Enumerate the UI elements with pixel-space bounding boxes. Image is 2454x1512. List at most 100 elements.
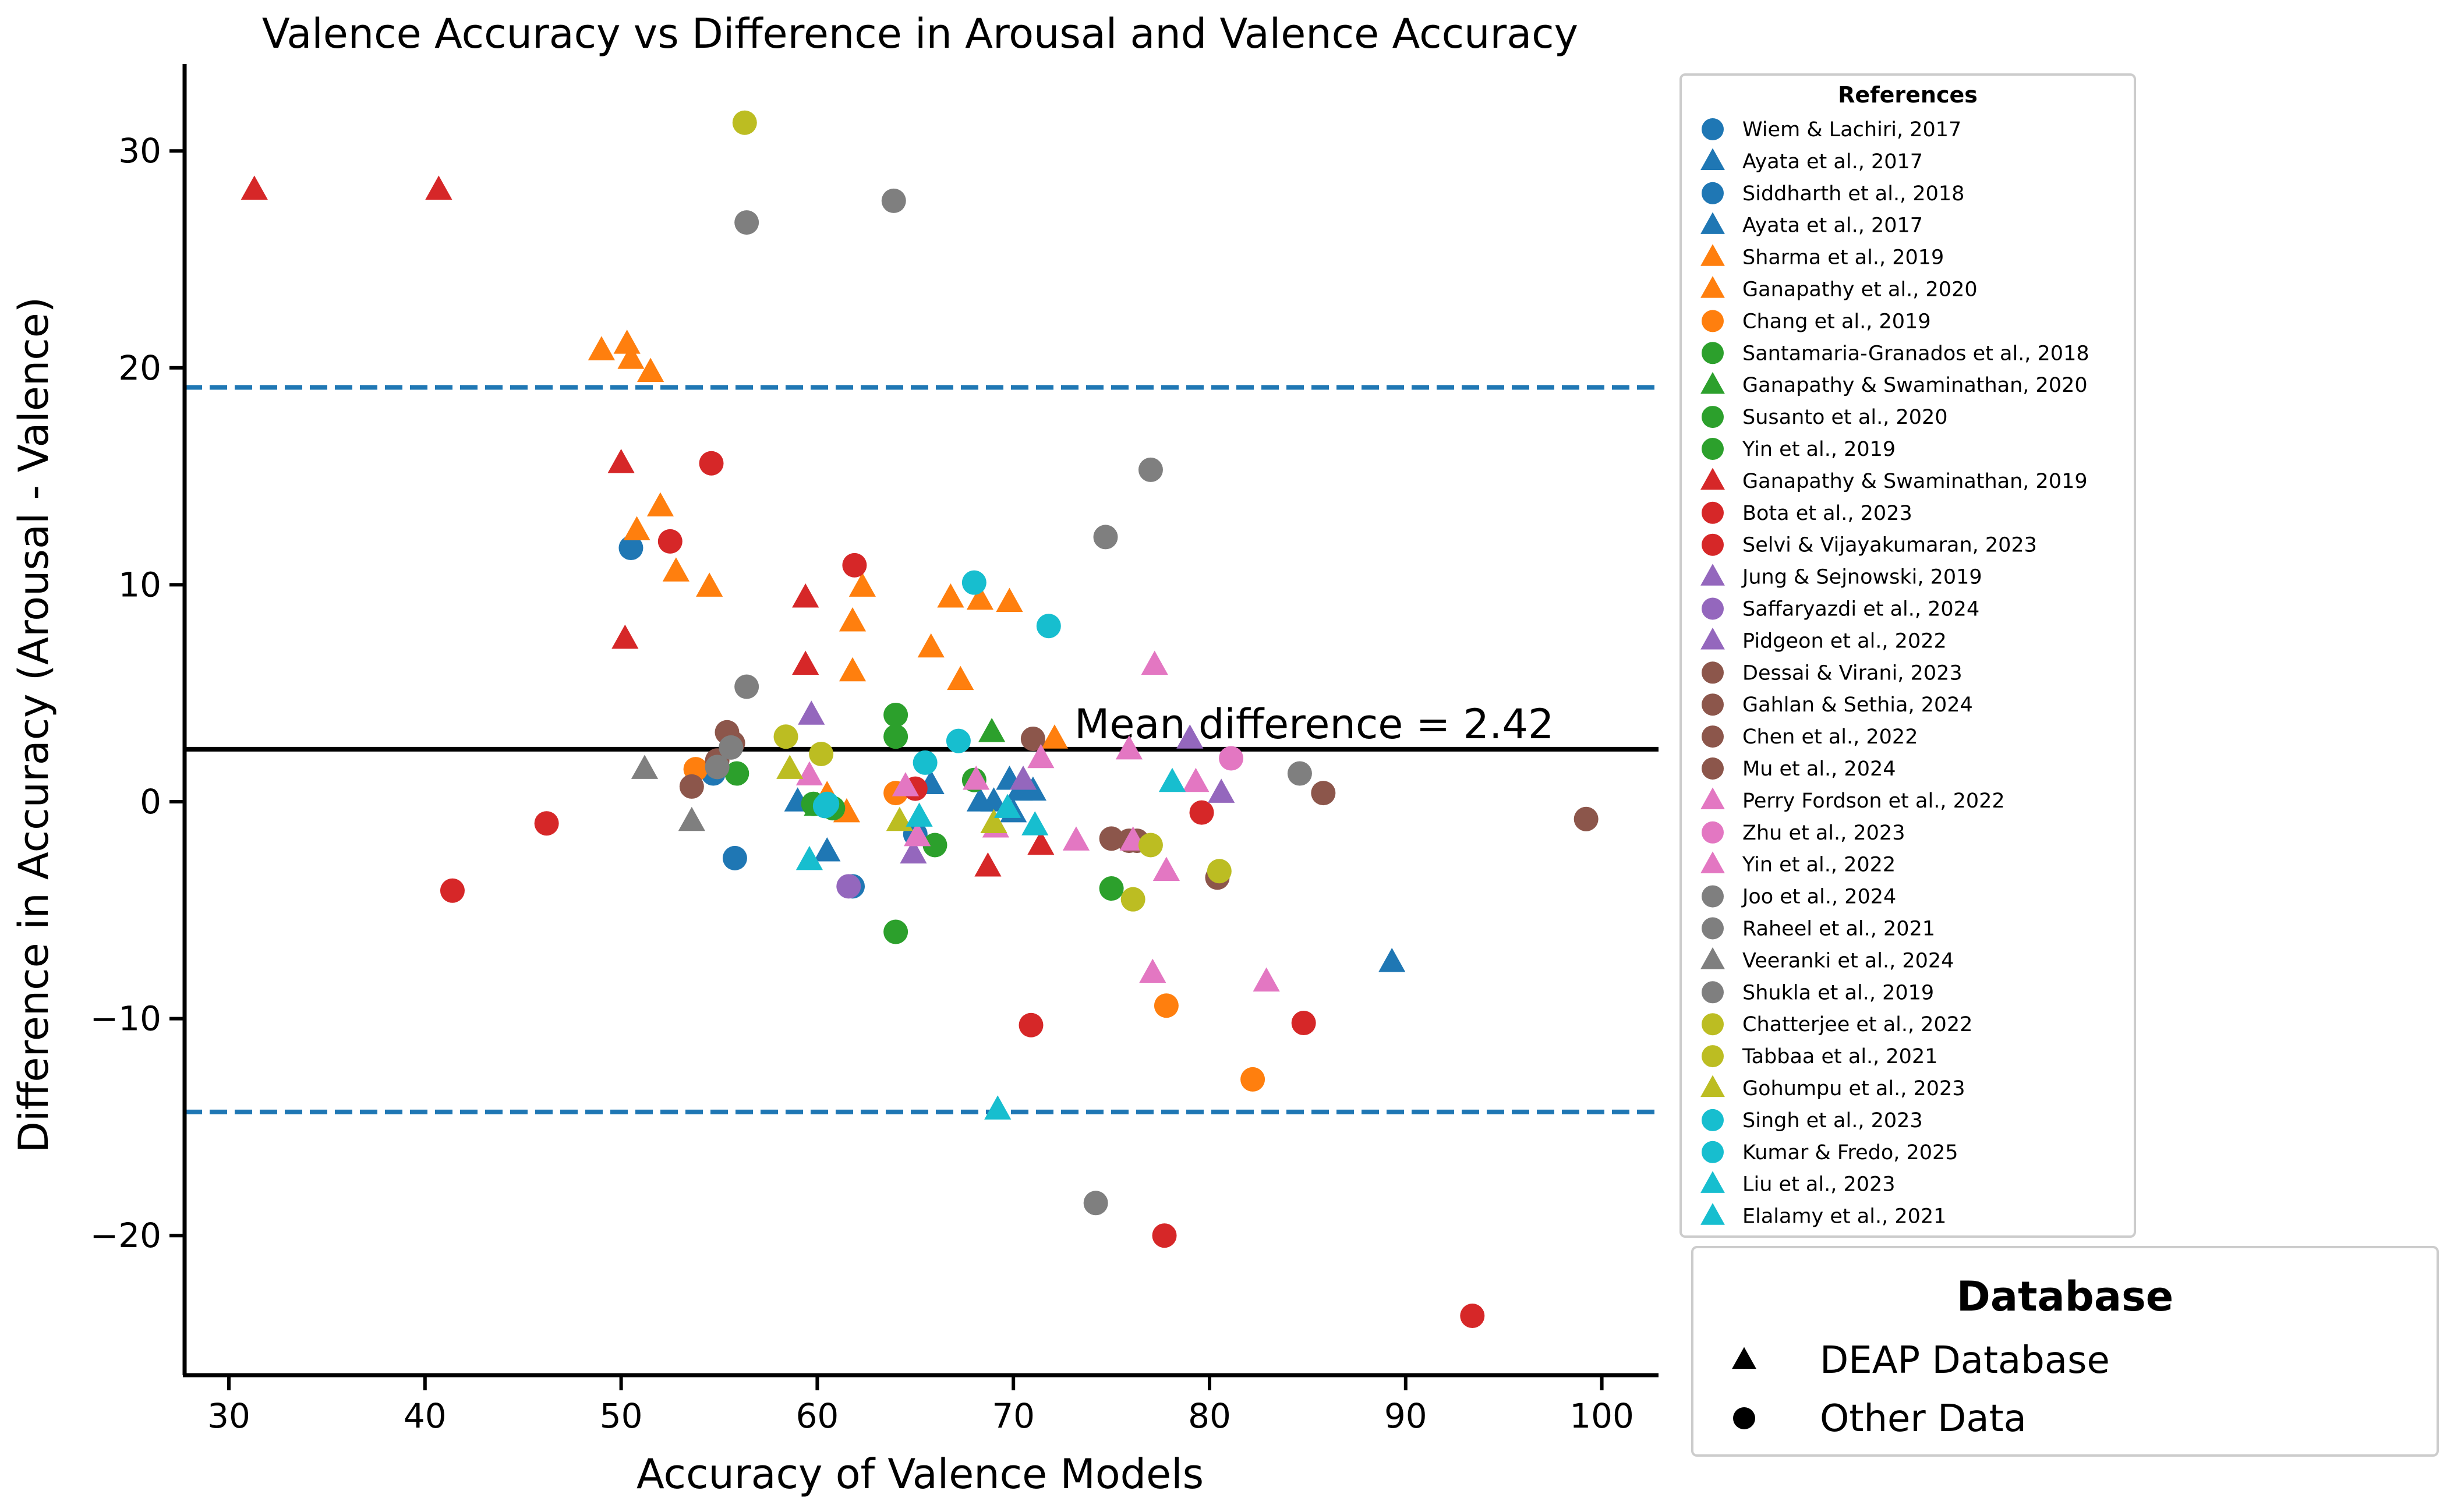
- legend-entry-label: Chatterjee et al., 2022: [1742, 1013, 1972, 1036]
- data-point: [732, 110, 757, 135]
- legend-marker: [1702, 661, 1724, 684]
- data-point: [1154, 993, 1179, 1018]
- legend-marker: [1702, 310, 1724, 332]
- data-point: [913, 750, 938, 775]
- data-point: [1189, 800, 1214, 825]
- legend-marker: [1702, 1141, 1724, 1163]
- data-point: [1027, 830, 1055, 855]
- data-point: [1460, 1304, 1485, 1329]
- legend-marker: [1702, 757, 1724, 780]
- legend-marker: [1702, 1013, 1724, 1036]
- data-point: [900, 839, 927, 864]
- data-point: [795, 761, 823, 786]
- data-point: [657, 529, 683, 554]
- y-tick-label: −10: [90, 999, 161, 1039]
- database-legend-title: Database: [1957, 1273, 2174, 1320]
- legend-entry-label: Zhu et al., 2023: [1742, 821, 1905, 845]
- x-tick-label: 90: [1384, 1396, 1427, 1436]
- legend-marker: [1702, 533, 1724, 556]
- data-point: [883, 919, 908, 944]
- data-point: [839, 607, 867, 632]
- y-tick-label: −20: [90, 1216, 161, 1255]
- data-point: [440, 878, 465, 903]
- legend-entry-label: Perry Fordson et al., 2022: [1742, 789, 2005, 813]
- data-point: [886, 806, 913, 831]
- legend-entry-label: Ganapathy et al., 2020: [1742, 278, 1978, 302]
- data-point: [946, 728, 971, 753]
- legend-entry-label: Shukla et al., 2019: [1742, 981, 1934, 1004]
- legend-marker: [1700, 1075, 1725, 1097]
- data-point: [1378, 947, 1406, 972]
- database-legend-frame: [1691, 1246, 2439, 1457]
- data-point: [980, 787, 1007, 812]
- data-point: [881, 188, 906, 213]
- data-point: [631, 755, 659, 779]
- x-tick-label: 60: [795, 1396, 839, 1436]
- data-point: [974, 852, 1002, 877]
- legend-marker: [1732, 1347, 1756, 1369]
- data-point: [1207, 859, 1232, 884]
- data-point: [993, 794, 1021, 818]
- data-point: [966, 585, 994, 610]
- data-point: [1158, 767, 1186, 792]
- data-point: [1287, 761, 1312, 786]
- data-point: [1311, 781, 1336, 806]
- legend-entry-label: Kumar & Fredo, 2025: [1742, 1141, 1958, 1164]
- legend-entry-label: Wiem & Lachiri, 2017: [1742, 118, 1961, 141]
- data-point: [906, 802, 933, 827]
- data-point: [1083, 1191, 1108, 1216]
- y-tick-label: 20: [118, 348, 161, 388]
- legend-marker: [1702, 1045, 1724, 1068]
- legend-marker: [1702, 725, 1724, 748]
- legend-marker: [1702, 182, 1724, 204]
- legend-entry-label: Pidgeon et al., 2022: [1742, 629, 1947, 653]
- data-point: [1027, 743, 1055, 769]
- references-legend-frame: [1679, 73, 2136, 1238]
- data-point: [812, 794, 837, 819]
- data-point: [1115, 735, 1143, 760]
- x-tick-label: 30: [207, 1396, 250, 1436]
- data-point: [904, 821, 931, 847]
- legend-entry-label: Siddharth et al., 2018: [1742, 182, 1964, 206]
- data-point: [1253, 967, 1280, 992]
- data-point: [1152, 856, 1180, 881]
- legend-entry-label: Elalamy et al., 2021: [1742, 1205, 1946, 1228]
- legend-entry-label: Ayata et al., 2017: [1742, 150, 1923, 173]
- data-point: [1009, 766, 1037, 790]
- data-point: [996, 587, 1023, 612]
- data-point: [1041, 724, 1069, 749]
- x-tick-label: 100: [1569, 1396, 1634, 1436]
- legend-entry-label: Other Data: [1820, 1397, 2027, 1440]
- legend-entry-label: Raheel et al., 2021: [1742, 918, 1935, 941]
- data-point: [842, 553, 867, 578]
- data-point: [980, 809, 1007, 834]
- y-axis-label: Difference in Accuracy (Arousal - Valenc…: [10, 297, 58, 1153]
- legend-marker: [1700, 1171, 1725, 1193]
- data-point: [1152, 1223, 1177, 1248]
- references-legend-title: References: [1838, 82, 1978, 108]
- data-point: [588, 336, 616, 360]
- data-point: [623, 516, 650, 541]
- data-point: [734, 674, 759, 699]
- legend-marker: [1702, 1109, 1724, 1131]
- legend-marker: [1702, 118, 1724, 140]
- legend-entry-label: Chang et al., 2019: [1742, 310, 1931, 333]
- data-point: [678, 806, 705, 831]
- legend-marker: [1702, 342, 1724, 364]
- data-point: [662, 557, 690, 582]
- data-point: [839, 657, 867, 682]
- data-point: [425, 175, 452, 200]
- data-point: [613, 330, 641, 354]
- legend-entry-label: Singh et al., 2023: [1742, 1109, 1923, 1132]
- data-point: [963, 766, 990, 790]
- data-point: [607, 449, 635, 473]
- legend-marker: [1700, 564, 1725, 586]
- legend-marker: [1702, 597, 1724, 620]
- data-point: [1036, 614, 1061, 639]
- data-point: [1062, 826, 1090, 851]
- data-point: [776, 755, 804, 779]
- legend-entry-label: Veeranki et al., 2024: [1742, 949, 1954, 972]
- legend-entry-label: Ganapathy & Swaminathan, 2019: [1742, 470, 2088, 493]
- data-point: [1120, 887, 1145, 912]
